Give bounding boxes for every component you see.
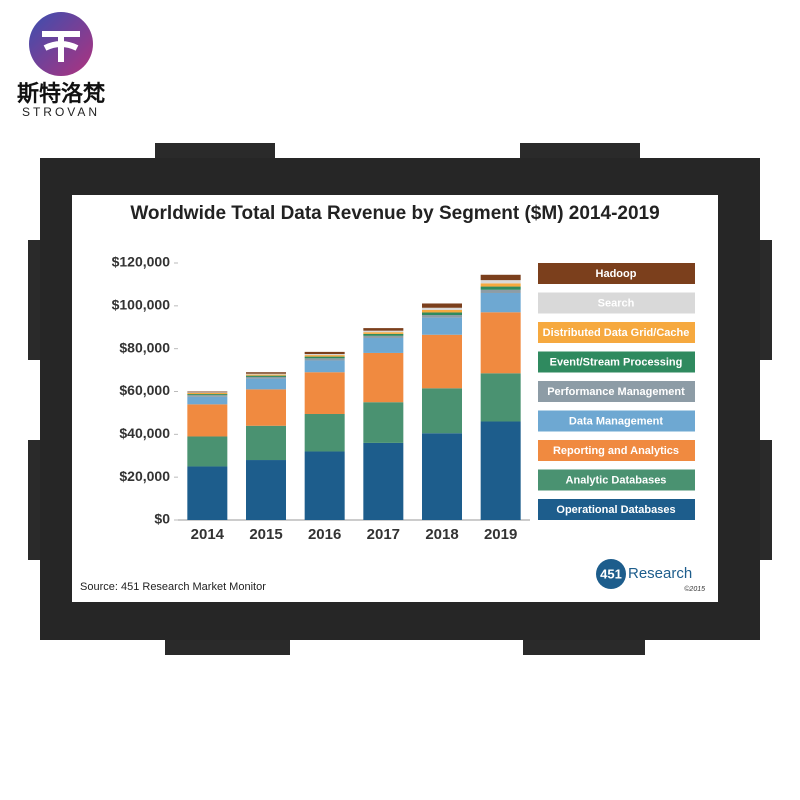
bar-segment [187, 396, 228, 405]
legend-swatch [538, 351, 695, 373]
bar-segment [246, 372, 286, 374]
bar-segment [304, 355, 345, 357]
legend-label: Performance Management [547, 386, 685, 398]
bar-segment [363, 332, 404, 334]
publisher-number: 451 [600, 566, 622, 581]
x-tick-label: 2017 [367, 526, 400, 543]
legend-swatch [538, 292, 695, 314]
legend-swatch [538, 440, 695, 461]
x-tick-label: 2019 [484, 526, 517, 543]
bar-segment [363, 402, 404, 443]
legend-label: Search [598, 297, 635, 309]
bar-segment [480, 286, 521, 290]
bar-segment [422, 307, 462, 310]
brand-name-cn: 斯特洛梵 [17, 81, 106, 106]
publisher-badge [596, 559, 626, 589]
legend-label: Operational Databases [556, 504, 675, 516]
y-tick-label: $80,000 [119, 339, 170, 355]
bar-segment [304, 372, 345, 414]
chart-title: Worldwide Total Data Revenue by Segment … [130, 203, 659, 224]
bar-segment [304, 354, 345, 356]
bar-segment [246, 373, 286, 375]
bar-segment [304, 451, 345, 520]
y-tick-label: $120,000 [112, 254, 171, 270]
bar-segment [480, 274, 521, 281]
legend-swatch [538, 499, 695, 520]
bar-segment [187, 392, 228, 395]
bar-segment [187, 404, 228, 437]
logo-glyph [42, 31, 80, 62]
bar-segment [187, 392, 228, 393]
bar-segment [422, 309, 462, 313]
publisher-logo: 451 Research ©2015 [596, 559, 705, 593]
bar-segment [422, 433, 462, 520]
legend-swatch [538, 263, 695, 284]
y-tick-label: $40,000 [119, 425, 170, 441]
bar-segment [304, 413, 345, 452]
bar-segment [422, 317, 462, 335]
brand-logo: 斯特洛梵 STROVAN [17, 12, 106, 119]
bar-segment [187, 436, 228, 467]
brand-name-en: STROVAN [22, 105, 100, 119]
legend-swatch [538, 381, 695, 402]
legend-label: Distributed Data Grid/Cache [543, 327, 690, 339]
bar-segment [480, 289, 521, 293]
legend-swatch [538, 410, 695, 432]
legend-swatch [538, 322, 695, 343]
legend-label: Hadoop [596, 268, 637, 280]
bar-segment [187, 466, 228, 520]
bar-segment [422, 334, 462, 389]
bar-segment [422, 315, 462, 318]
bar-segment [246, 378, 286, 390]
x-tick-label: 2018 [425, 526, 458, 543]
bar-segment [187, 395, 228, 397]
bar-segment [363, 442, 404, 520]
bar-segment [246, 374, 286, 376]
bar-segment [363, 333, 404, 336]
y-tick-label: $100,000 [112, 297, 171, 313]
bar-segment [480, 280, 521, 284]
bar-segment [480, 283, 521, 287]
y-tick-label: $0 [154, 511, 170, 527]
copyright: ©2015 [684, 585, 705, 593]
legend-label: Data Management [569, 415, 663, 427]
bar-segment [480, 312, 521, 374]
bar-segment [304, 360, 345, 373]
bar-segment [480, 373, 521, 422]
bar-segment [363, 335, 404, 338]
legend-label: Analytic Databases [566, 474, 667, 486]
bar-segment [363, 352, 404, 403]
bar-segment [304, 356, 345, 359]
bar-segment [480, 292, 521, 313]
y-tick-label: $20,000 [119, 468, 170, 484]
bar-segment [363, 337, 404, 353]
bar-segment [422, 388, 462, 434]
bar-segment [480, 421, 521, 520]
bar-segment [187, 394, 228, 396]
publisher-name: Research [628, 565, 692, 582]
chart: Worldwide Total Data Revenue by Segment … [80, 203, 705, 593]
bar-segment [422, 312, 462, 316]
bar-segment [422, 303, 462, 308]
bar-segment [363, 328, 404, 331]
y-tick-label: $60,000 [119, 382, 170, 398]
bar-segment [363, 330, 404, 333]
x-tick-label: 2016 [308, 526, 341, 543]
x-tick-label: 2015 [249, 526, 282, 543]
x-tick-label: 2014 [191, 526, 225, 543]
bar-segment [246, 389, 286, 426]
legend-label: Reporting and Analytics [553, 445, 679, 457]
legend-swatch [538, 469, 695, 491]
bar-segment [246, 425, 286, 461]
legend-label: Event/Stream Processing [550, 356, 683, 368]
bar-segment [246, 376, 286, 379]
bar-segment [304, 351, 345, 355]
bar-segment [187, 391, 228, 393]
bar-segment [304, 358, 345, 361]
bar-segment [246, 375, 286, 377]
bar-segment [246, 460, 286, 520]
source-note: Source: 451 Research Market Monitor [80, 581, 266, 593]
